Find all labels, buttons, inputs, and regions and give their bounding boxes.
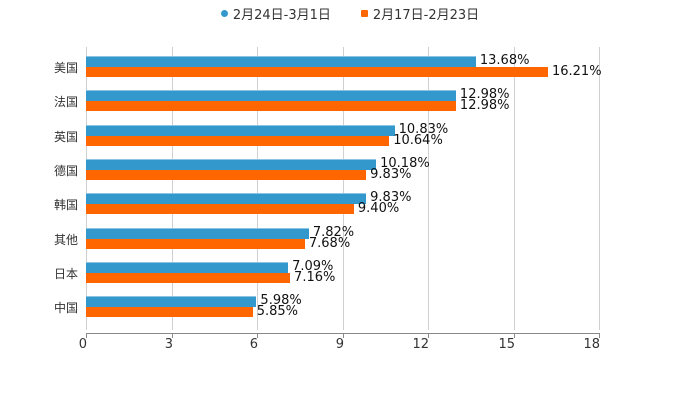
value-label: 12.98% <box>459 87 510 103</box>
value-label: 10.18% <box>380 155 430 171</box>
category-label: 其他 <box>53 232 78 247</box>
value-label: 9.83% <box>370 166 412 182</box>
gridline <box>599 47 600 330</box>
x-tick <box>599 333 600 338</box>
x-tick <box>86 333 87 338</box>
value-label: 5.85% <box>256 304 299 320</box>
legend-label: 2月17日-2月23日 <box>372 7 480 23</box>
x-tick <box>257 333 258 338</box>
x-tick-label: 15 <box>498 337 515 352</box>
plot-area: 13.68% 16.21% 12.98% 12.98% 10.83% 10.64% 10.1… <box>86 47 602 330</box>
value-label: 16.21% <box>551 64 602 79</box>
legend-marker-icon <box>360 9 368 17</box>
x-tick-label: 12 <box>412 337 429 352</box>
bar-series-2[interactable] <box>86 67 548 77</box>
bar-series-1[interactable] <box>86 193 367 205</box>
legend: 2月24日-3月1日 2月17日-2月23日 <box>0 4 700 23</box>
gridline <box>172 47 173 330</box>
bar-series-2[interactable] <box>86 272 291 283</box>
bar-series-2[interactable] <box>86 101 456 112</box>
bar-series-1[interactable] <box>86 158 377 170</box>
bar-series-2[interactable] <box>86 204 354 215</box>
value-label: 7.68% <box>308 235 351 251</box>
value-label: 10.83% <box>398 121 449 137</box>
x-tick <box>428 333 429 338</box>
value-label: 12.98% <box>459 98 510 114</box>
x-tick-label: 3 <box>164 337 173 352</box>
x-axis-line <box>86 333 599 334</box>
category-label: 日本 <box>53 266 78 281</box>
x-tick-label: 0 <box>78 337 87 352</box>
value-label: 5.98% <box>260 293 302 309</box>
bar-series-1[interactable] <box>86 90 456 102</box>
value-label: 9.40% <box>357 201 400 217</box>
x-tick-label: 6 <box>249 337 258 352</box>
value-label: 13.68% <box>479 53 530 68</box>
legend-label: 2月24日-3月1日 <box>232 7 331 23</box>
category-label: 法国 <box>53 95 78 110</box>
legend-item-series-2[interactable]: 2月17日-2月23日 <box>360 4 480 23</box>
bar-series-2[interactable] <box>86 135 390 146</box>
value-label: 7.82% <box>312 224 355 240</box>
value-label: 10.64% <box>393 132 443 148</box>
legend-item-series-1[interactable]: 2月24日-3月1日 <box>220 4 331 23</box>
gridline <box>428 47 429 330</box>
gridline <box>343 47 344 330</box>
category-label: 中国 <box>53 301 78 316</box>
bar-series-1[interactable] <box>86 227 309 239</box>
value-label: 7.16% <box>294 269 336 285</box>
value-label: 9.83% <box>370 190 412 206</box>
legend-marker-icon <box>220 9 228 17</box>
value-label: 7.09% <box>292 258 334 274</box>
category-label: 美国 <box>53 61 78 75</box>
category-label: 英国 <box>53 129 78 144</box>
x-tick-label: 9 <box>335 337 344 352</box>
bar-series-2[interactable] <box>86 238 305 249</box>
gridline <box>86 47 87 330</box>
x-tick <box>514 333 515 338</box>
gridline <box>514 47 515 330</box>
x-tick <box>343 333 344 338</box>
category-label: 韩国 <box>53 198 78 213</box>
x-tick-label: 18 <box>583 337 600 352</box>
category-label: 德国 <box>53 163 78 178</box>
gridline <box>257 47 258 330</box>
x-tick <box>172 333 173 338</box>
bar-series-1[interactable] <box>86 56 476 67</box>
bar-series-1[interactable] <box>86 124 395 136</box>
bar-series-2[interactable] <box>86 307 253 318</box>
bar-series-1[interactable] <box>86 261 289 273</box>
bar-series-1[interactable] <box>86 296 257 308</box>
bar-series-2[interactable] <box>86 169 367 180</box>
